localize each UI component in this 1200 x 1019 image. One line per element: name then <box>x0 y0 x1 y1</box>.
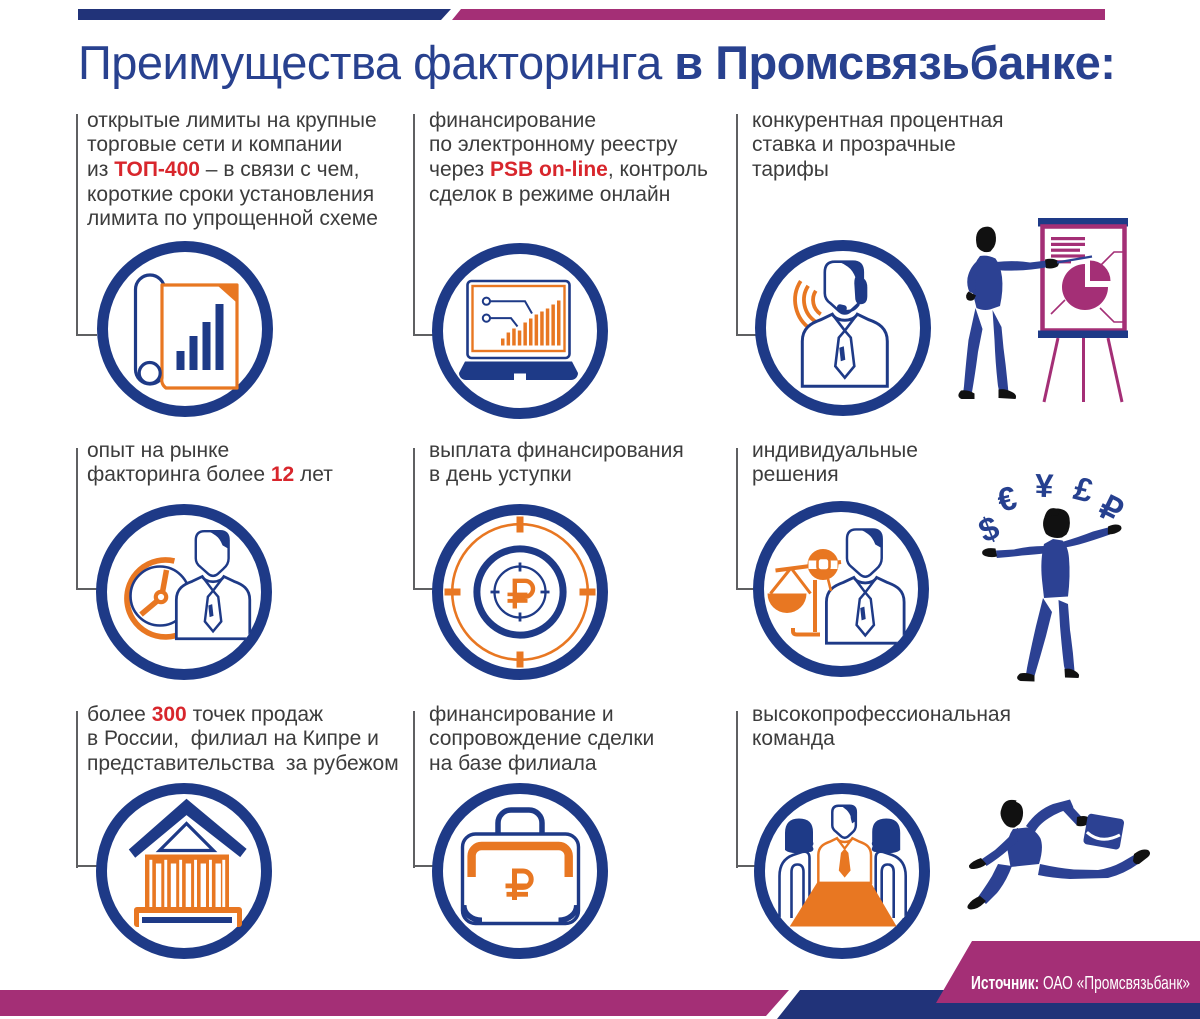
svg-text:₽: ₽ <box>1094 488 1129 530</box>
svg-text:¥: ¥ <box>1034 467 1054 505</box>
svg-text:Источник: ОАО «Промсвязьбанк»: Источник: ОАО «Промсвязьбанк» <box>971 972 1190 993</box>
svg-text:£: £ <box>1070 469 1097 509</box>
svg-text:€: € <box>993 479 1020 519</box>
svg-text:$: $ <box>973 508 1004 549</box>
